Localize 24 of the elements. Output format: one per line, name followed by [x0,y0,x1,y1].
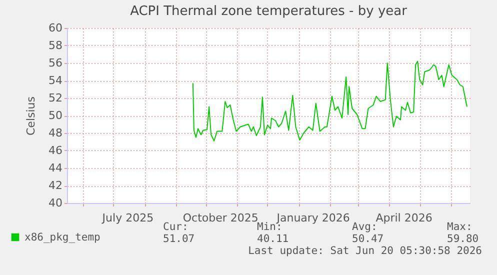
text: 40.11 [257,233,289,245]
x-tick-label: April 2026 [376,212,432,224]
text: 59.80 [447,233,479,245]
chart-title: ACPI Thermal zone temperatures - by year [130,4,408,19]
line-series [192,60,468,142]
y-tick-label: 54 [48,74,62,87]
y-tick-label: 56 [48,56,62,70]
text: Last update: Sat Jun 20 05:30:58 2026 [248,245,482,257]
y-tick-label: 44 [48,162,62,174]
y-tick-label: 40 [48,196,62,210]
text: Max: [447,221,472,233]
legend-label: x86_pkg_temp [24,231,100,244]
y-tick-label: 58 [48,39,62,52]
y-tick-label: 60 [48,22,62,34]
y-tick-label: 42 [48,179,62,192]
y-tick-label: 48 [48,126,62,140]
text: Avg: [352,221,378,233]
y-tick-label: 52 [48,92,62,104]
text: 50.47 [352,233,384,245]
text: 51.07 [163,233,195,245]
y-tick-label: 46 [48,144,62,157]
y-tick-label: 50 [48,109,62,122]
x-tick-label: July 2025 [101,212,154,224]
y-axis-title: Celsius [24,96,38,136]
